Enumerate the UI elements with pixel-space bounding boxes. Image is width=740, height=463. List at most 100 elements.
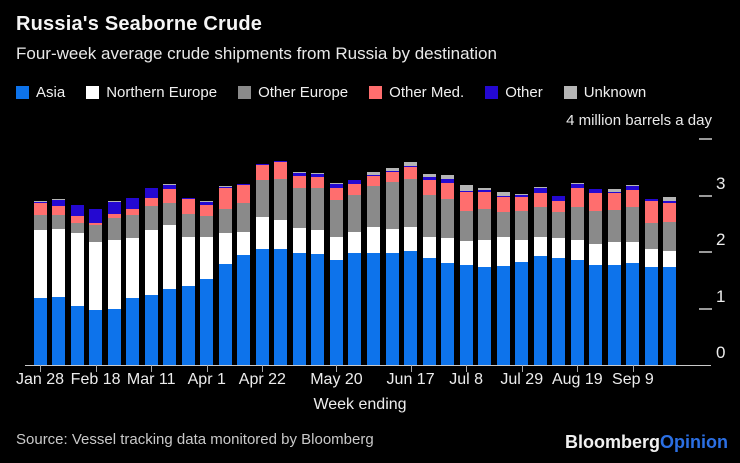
- bar-may-27: [348, 179, 362, 365]
- bar-segment-other-med-: [329, 187, 343, 201]
- bar-segment-other-europe: [404, 179, 418, 227]
- x-axis-tick: [336, 365, 338, 372]
- bar-segment-unknown: [292, 172, 306, 173]
- x-axis-title: Week ending: [313, 396, 407, 413]
- bar-segment-northern-europe: [644, 248, 658, 267]
- bar-segment-other-europe: [89, 224, 103, 242]
- bar-segment-unknown: [237, 183, 251, 185]
- bar-segment-northern-europe: [385, 229, 399, 254]
- bar-segment-other-med-: [218, 187, 232, 209]
- bar-apr-15: [237, 183, 251, 365]
- bar-segment-asia: [311, 254, 325, 365]
- bar-segment-other-med-: [144, 198, 158, 206]
- bar-may-6: [292, 172, 306, 365]
- bar-segment-asia: [181, 285, 195, 365]
- bar-segment-other-med-: [552, 200, 566, 213]
- x-axis-tick-label: Mar 11: [126, 371, 176, 388]
- bar-segment-asia: [607, 265, 621, 365]
- bar-segment-other: [404, 166, 418, 167]
- bar-segment-other-europe: [70, 223, 84, 233]
- bar-segment-other-europe: [255, 180, 269, 217]
- bar-segment-asia: [478, 267, 492, 365]
- x-axis-tick-label: Aug 19: [551, 371, 603, 388]
- bar-segment-other-med-: [89, 222, 103, 225]
- bar-segment-asia: [496, 266, 510, 365]
- bar-sep-2: [607, 188, 621, 365]
- bar-segment-other: [70, 205, 84, 216]
- bar-segment-other-med-: [255, 165, 269, 181]
- bar-segment-other-med-: [237, 184, 251, 203]
- bar-segment-unknown: [607, 188, 621, 193]
- bar-segment-other-med-: [385, 171, 399, 182]
- bar-segment-asia: [552, 257, 566, 365]
- bar-segment-asia: [52, 297, 66, 365]
- bar-aug-5: [533, 187, 547, 365]
- bar-may-13: [311, 172, 325, 365]
- legend-label: Other Med.: [389, 84, 465, 101]
- bar-segment-unknown: [144, 187, 158, 189]
- bar-segment-unknown: [311, 172, 325, 174]
- bar-segment-other: [589, 189, 603, 193]
- bar-segment-other-med-: [459, 191, 473, 211]
- bar-segment-unknown: [533, 187, 547, 188]
- bar-mar-4: [126, 197, 140, 365]
- x-axis-tick-label: Sep 9: [612, 371, 654, 388]
- bar-segment-other-med-: [181, 199, 195, 214]
- bar-segment-asia: [255, 249, 269, 365]
- bar-segment-asia: [626, 262, 640, 365]
- bar-segment-other: [255, 164, 269, 166]
- bar-segment-other-med-: [663, 202, 677, 222]
- bar-segment-northern-europe: [607, 241, 621, 265]
- bar-jul-22: [496, 192, 510, 365]
- bar-segment-unknown: [589, 188, 603, 190]
- legend-label: Northern Europe: [106, 84, 218, 101]
- x-axis-tick: [262, 365, 264, 372]
- bar-segment-other: [367, 175, 381, 176]
- bar-segment-asia: [218, 263, 232, 365]
- bar-segment-other-med-: [626, 189, 640, 208]
- bar-may-20: [329, 183, 343, 365]
- bar-segment-northern-europe: [163, 225, 177, 290]
- bar-segment-other-med-: [311, 176, 325, 189]
- bar-segment-other-med-: [367, 175, 381, 186]
- bar-segment-asia: [644, 266, 658, 365]
- bar-segment-northern-europe: [255, 217, 269, 250]
- bar-segment-other-europe: [163, 203, 177, 226]
- bar-segment-unknown: [200, 201, 214, 202]
- bar-segment-asia: [163, 289, 177, 365]
- bar-segment-unknown: [274, 160, 288, 162]
- bar-segment-unknown: [515, 194, 529, 195]
- legend-swatch-icon: [238, 86, 252, 99]
- legend-label: Other: [505, 84, 543, 101]
- bar-jun-24: [422, 173, 436, 365]
- bar-segment-other-med-: [348, 184, 362, 195]
- bar-segment-unknown: [570, 183, 584, 184]
- y-axis-tick-label: 2: [716, 230, 726, 249]
- x-axis-baseline: [25, 365, 711, 366]
- bar-feb-4: [52, 198, 66, 365]
- legend-item-other: Other: [485, 84, 543, 101]
- y-axis-tick-label: 1: [716, 286, 726, 306]
- logo-bloomberg: Bloomberg: [565, 432, 661, 452]
- bar-segment-unknown: [626, 185, 640, 186]
- bar-segment-asia: [89, 310, 103, 365]
- bar-segment-other: [626, 185, 640, 190]
- bar-sep-23: [663, 196, 677, 365]
- y-axis-unit-label: 4 million barrels a day: [566, 112, 712, 129]
- bar-segment-other: [663, 200, 677, 203]
- bar-segment-other-europe: [441, 199, 455, 239]
- bar-segment-other: [552, 196, 566, 201]
- legend-item-unknown: Unknown: [563, 84, 646, 101]
- chart-subtitle: Four-week average crude shipments from R…: [16, 44, 497, 63]
- legend-item-other-europe: Other Europe: [238, 84, 348, 101]
- bar-segment-asia: [292, 253, 306, 365]
- bar-segment-northern-europe: [533, 237, 547, 256]
- y-axis-tick: [699, 307, 712, 310]
- bar-segment-asia: [329, 259, 343, 365]
- bar-mar-25: [181, 197, 195, 365]
- bar-apr-29: [274, 160, 288, 365]
- x-axis-tick: [410, 365, 412, 372]
- legend-item-asia: Asia: [16, 84, 65, 101]
- bar-segment-unknown: [552, 195, 566, 197]
- bar-segment-asia: [570, 260, 584, 365]
